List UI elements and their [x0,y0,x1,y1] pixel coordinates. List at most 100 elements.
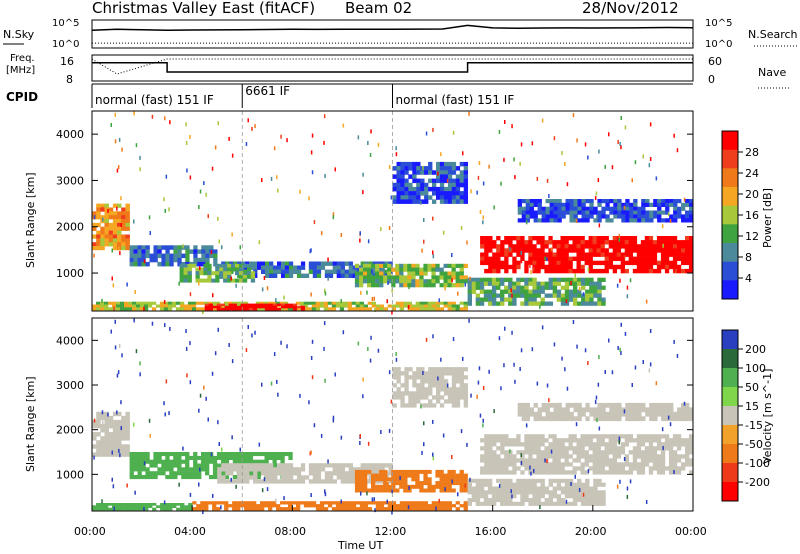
velocity-cell [261,463,266,468]
velocity-speckle [539,505,541,510]
velocity-cell [288,455,293,460]
velocity-cell [229,471,234,476]
power-cell [315,301,321,305]
velocity-cell [412,383,417,388]
power-cell [412,191,417,196]
power-cell [311,304,317,308]
velocity-cell [451,379,457,384]
power-cell [660,236,666,241]
radar-title: Christmas Valley East (fitACF) [92,0,315,17]
power-cell [681,214,686,219]
power-cell [560,264,565,270]
velocity-speckle [235,484,237,489]
power-speckle [139,155,141,160]
velocity-speckle [478,366,481,371]
velocity-cell [428,379,433,384]
power-cell [439,267,444,272]
power-speckle [391,288,393,293]
velocity-cell [344,479,349,484]
power-cell [597,277,602,282]
power-speckle [667,212,670,217]
power-cell [96,242,101,247]
power-cell [165,245,170,250]
velocity-colorbar-label: Velocity [m s^-1] [761,369,774,464]
velocity-cell [423,507,428,511]
power-cell [367,275,372,280]
power-cell [685,240,690,245]
velocity-cell [644,458,650,463]
velocity-cell [617,402,622,408]
velocity-cell [520,478,525,483]
velocity-cell [423,481,428,486]
velocity-cell [148,505,153,508]
velocity-cell [632,458,638,463]
power-cell [496,301,501,306]
power-cell [616,252,621,257]
velocity-cell [396,375,401,380]
velocity-cell [645,411,650,417]
velocity-cell [173,475,178,480]
velocity-cell [344,475,349,480]
velocity-cell [463,488,468,493]
power-cell [96,238,101,243]
velocity-cell [304,475,310,480]
power-speckle [254,124,256,129]
power-cell [404,170,409,175]
velocity-cell [629,402,634,408]
power-cell [443,275,448,280]
power-cell [125,211,130,216]
power-cell [319,304,325,308]
power-speckle [546,178,549,183]
power-cell [307,301,313,305]
velocity-cell [237,463,242,468]
power-cell [351,307,356,311]
velocity-cell [376,479,381,484]
power-cell [208,303,213,307]
velocity-cell [177,455,182,460]
power-cell [589,206,594,211]
velocity-cell [296,504,301,508]
velocity-cell [447,477,452,482]
power-speckle [118,246,120,251]
velocity-cell [176,503,181,506]
velocity-cell [420,383,425,388]
velocity-cell [668,466,674,471]
velocity-cell [504,462,509,467]
velocity-cell [224,504,229,508]
velocity-cell [108,436,114,441]
velocity-cell [656,442,662,447]
power-speckle [649,157,652,161]
velocity-cell [399,507,405,511]
velocity-cell [572,490,578,495]
velocity-cell [577,416,582,422]
velocity-cell [443,501,448,505]
velocity-speckle [620,351,622,355]
power-cell [125,246,130,251]
velocity-cell [212,501,217,505]
velocity-cell [416,391,421,396]
power-cell [629,214,634,219]
power-cell [483,281,489,286]
power-cell [512,289,517,294]
velocity-cell [496,462,501,467]
velocity-cell [447,501,452,505]
power-cell [117,215,122,220]
power-speckle [388,165,391,170]
velocity-cell [343,507,349,511]
velocity-cell [209,455,214,460]
power-speckle [598,149,600,154]
power-cell [656,260,662,266]
velocity-cell [420,375,425,380]
velocity-cell [164,505,169,508]
power-speckle [114,112,116,117]
power-cell [685,236,690,241]
velocity-cell [236,504,241,508]
power-cell [376,261,381,266]
power-speckle [117,165,120,169]
power-cell [572,244,577,249]
velocity-cell [280,459,285,464]
velocity-cell [324,475,330,480]
velocity-cell [592,462,597,467]
velocity-cell [557,407,562,413]
power-cell [161,253,166,259]
